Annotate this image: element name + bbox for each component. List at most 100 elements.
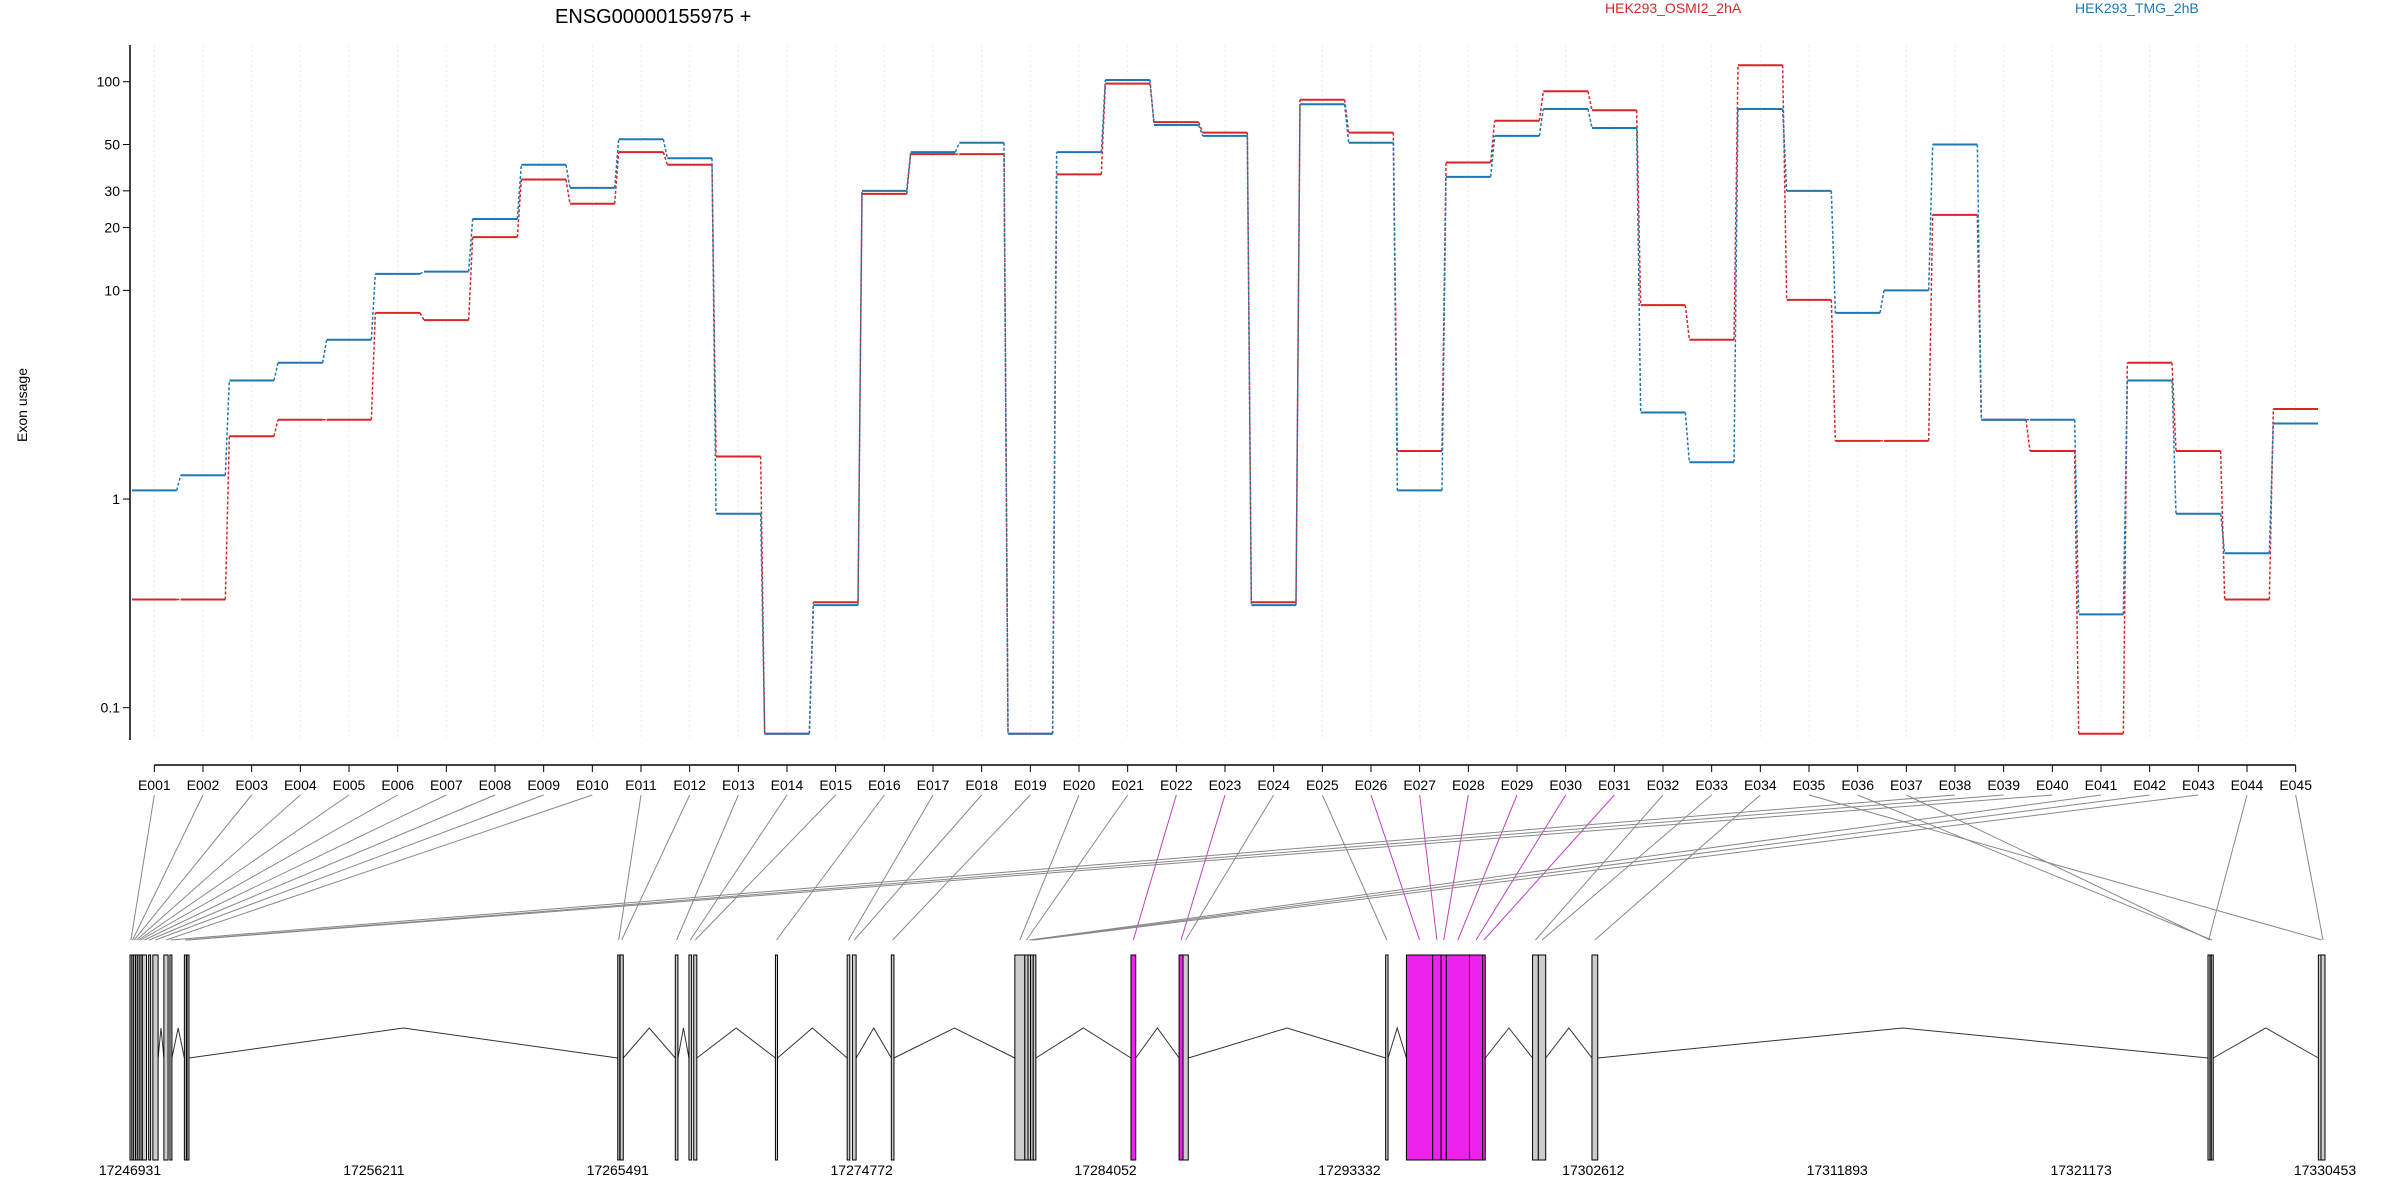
x-tick-label: E042 (2133, 777, 2166, 793)
intron-line (893, 1027, 1016, 1059)
series-connector (1733, 65, 1739, 340)
exon-connector (187, 794, 2053, 941)
x-tick-label: E036 (1841, 777, 1874, 793)
intron-line (1597, 1027, 2209, 1059)
legend-entry-series-a: HEK293_OSMI2_2hA (1605, 0, 1742, 16)
exon-box (693, 954, 698, 1161)
series-connector (1538, 91, 1545, 121)
series-connector (1781, 108, 1788, 191)
exon-box (183, 954, 187, 1161)
exon-connector (1419, 794, 1438, 941)
exon-connector (892, 794, 1031, 941)
x-tick-label: E027 (1403, 777, 1436, 793)
series-connector (2171, 380, 2177, 514)
exon-connector (1185, 794, 1275, 941)
series-1 (132, 78, 2318, 735)
genome-axis-ticks: 17246931 17256211 17265491 17274772 17284052… (99, 1162, 2357, 1178)
x-axis-ticks: E001 E002 E003 E004 E005 E006 E007 E008 E009 E010… (138, 765, 2312, 793)
exon-connector (1483, 794, 1615, 941)
x-tick-label: E024 (1257, 777, 1290, 793)
exon-connector (1132, 794, 1177, 941)
genome-tick-label: 17321173 (2050, 1162, 2111, 1178)
y-tick-label: 1 (112, 491, 120, 507)
exon-connector (170, 794, 1956, 941)
x-tick-label: E009 (527, 777, 560, 793)
exon-connector (1025, 794, 1129, 941)
series-connector (1441, 162, 1447, 451)
grid-lines (153, 45, 2297, 740)
series-connector (1295, 104, 1301, 606)
x-tick-label: E007 (430, 777, 463, 793)
exon-connector (140, 794, 398, 941)
intron-line (171, 1027, 185, 1059)
genome-tick-label: 17311893 (1807, 1162, 1868, 1178)
exon-connector (848, 794, 934, 941)
series-connector (419, 312, 425, 321)
y-tick-label: 50 (104, 137, 120, 153)
exon-connector (144, 794, 447, 941)
series-connector (1781, 65, 1788, 300)
series-connector (613, 152, 620, 204)
series-connector (2025, 419, 2031, 452)
intron-line (855, 1027, 892, 1059)
x-tick-label: E034 (1744, 777, 1777, 793)
series-connector (1830, 299, 1837, 441)
x-tick-label: E026 (1355, 777, 1388, 793)
exon-box (1440, 954, 1447, 1161)
exon-box (1537, 954, 1547, 1161)
exon-connector (676, 794, 739, 941)
series-connector (321, 339, 328, 363)
series-connector (1392, 142, 1399, 491)
series-connector (224, 436, 231, 600)
series-connector (1684, 412, 1691, 463)
series-lines (132, 64, 2318, 735)
series-connector (613, 139, 620, 188)
x-tick-label: E003 (235, 777, 268, 793)
x-tick-label: E014 (771, 777, 804, 793)
series-connector (1441, 176, 1447, 491)
exon-connectors (130, 794, 2324, 941)
exon-connector (149, 794, 496, 941)
series-connector (2219, 513, 2226, 554)
series-connector (662, 151, 669, 165)
x-tick-label: E037 (1890, 777, 1923, 793)
exon-connector (2295, 794, 2324, 941)
exon-connector (136, 794, 301, 941)
series-connector (1684, 305, 1691, 340)
intron-line (1188, 1027, 1386, 1059)
exon-box (890, 954, 895, 1161)
exon-box (1182, 954, 1189, 1161)
exon-connector (155, 794, 544, 941)
exon-connector (1443, 794, 1469, 941)
x-tick-label: E018 (965, 777, 998, 793)
exon-connector (1034, 794, 2199, 941)
series-connector (1733, 109, 1739, 463)
exon-connector (1180, 794, 1226, 941)
exon-connector (130, 794, 155, 941)
x-tick-label: E011 (625, 777, 657, 793)
exon-box (619, 954, 624, 1161)
x-tick-label: E033 (1695, 777, 1728, 793)
intron-line (1035, 1027, 1132, 1059)
exon-connector (1457, 794, 1518, 941)
genome-tick-label: 17284052 (1074, 1162, 1137, 1178)
exon-box (1178, 954, 1184, 1161)
exon-connector (618, 794, 642, 941)
x-tick-label: E021 (1111, 777, 1144, 793)
exon-box (1014, 954, 1026, 1161)
series-connector (857, 190, 863, 606)
exon-box (1468, 954, 1484, 1161)
legend-entry-series-b: HEK293_TMG_2hB (2075, 0, 2199, 16)
exon-box (141, 954, 148, 1161)
x-tick-label: E041 (2085, 777, 2118, 793)
chart-title: ENSG00000155975 + (555, 6, 751, 28)
series-connector (662, 139, 669, 159)
series-connector (1100, 83, 1107, 175)
exon-box (1445, 954, 1470, 1161)
series-connector (1635, 110, 1642, 306)
exon-connector (1019, 794, 1080, 941)
series-connector (954, 142, 961, 153)
series-connector (2122, 362, 2129, 734)
series-connector (1538, 108, 1545, 137)
x-tick-label: E023 (1209, 777, 1242, 793)
